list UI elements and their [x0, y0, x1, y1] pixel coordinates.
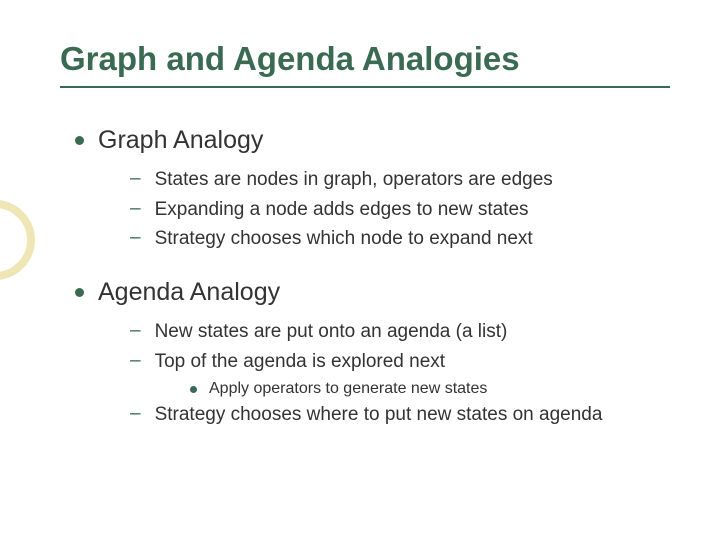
dash-icon: –: [130, 197, 141, 222]
sub-item-list: Apply operators to generate new states: [190, 380, 690, 398]
list-item: – New states are put onto an agenda (a l…: [130, 319, 690, 345]
bullet-disc-icon: [75, 288, 84, 297]
sub-list-item: Apply operators to generate new states: [190, 380, 690, 398]
list-item: – Expanding a node adds edges to new sta…: [130, 197, 690, 223]
dash-icon: –: [130, 349, 141, 374]
item-list: – New states are put onto an agenda (a l…: [130, 319, 690, 428]
list-item: – States are nodes in graph, operators a…: [130, 167, 690, 193]
section-label: Graph Analogy: [98, 126, 263, 155]
slide: Graph and Agenda Analogies Graph Analogy…: [0, 0, 720, 540]
list-item: – Strategy chooses which node to expand …: [130, 226, 690, 252]
slide-title: Graph and Agenda Analogies: [60, 40, 670, 78]
item-text: Strategy chooses where to put new states…: [155, 402, 603, 428]
item-text: Top of the agenda is explored next: [155, 349, 445, 375]
sub-item-text: Apply operators to generate new states: [209, 380, 487, 398]
section-graph-analogy: Graph Analogy – States are nodes in grap…: [75, 126, 690, 252]
section-label: Agenda Analogy: [98, 278, 280, 307]
item-text: Strategy chooses which node to expand ne…: [155, 226, 533, 252]
dash-icon: –: [130, 319, 141, 344]
title-underline: [60, 86, 670, 88]
list-item: – Strategy chooses where to put new stat…: [130, 402, 690, 428]
bullet-disc-icon: [75, 136, 84, 145]
item-text: New states are put onto an agenda (a lis…: [155, 319, 508, 345]
dash-icon: –: [130, 167, 141, 192]
item-text: Expanding a node adds edges to new state…: [155, 197, 529, 223]
item-list: – States are nodes in graph, operators a…: [130, 167, 690, 252]
title-block: Graph and Agenda Analogies: [0, 0, 720, 98]
content-area: Graph Analogy – States are nodes in grap…: [0, 98, 720, 428]
bullet-small-icon: [190, 386, 197, 393]
list-item: – Top of the agenda is explored next: [130, 349, 690, 375]
dash-icon: –: [130, 402, 141, 427]
section-heading: Graph Analogy: [75, 126, 690, 155]
item-text: States are nodes in graph, operators are…: [155, 167, 553, 193]
section-heading: Agenda Analogy: [75, 278, 690, 307]
section-agenda-analogy: Agenda Analogy – New states are put onto…: [75, 278, 690, 428]
dash-icon: –: [130, 226, 141, 251]
